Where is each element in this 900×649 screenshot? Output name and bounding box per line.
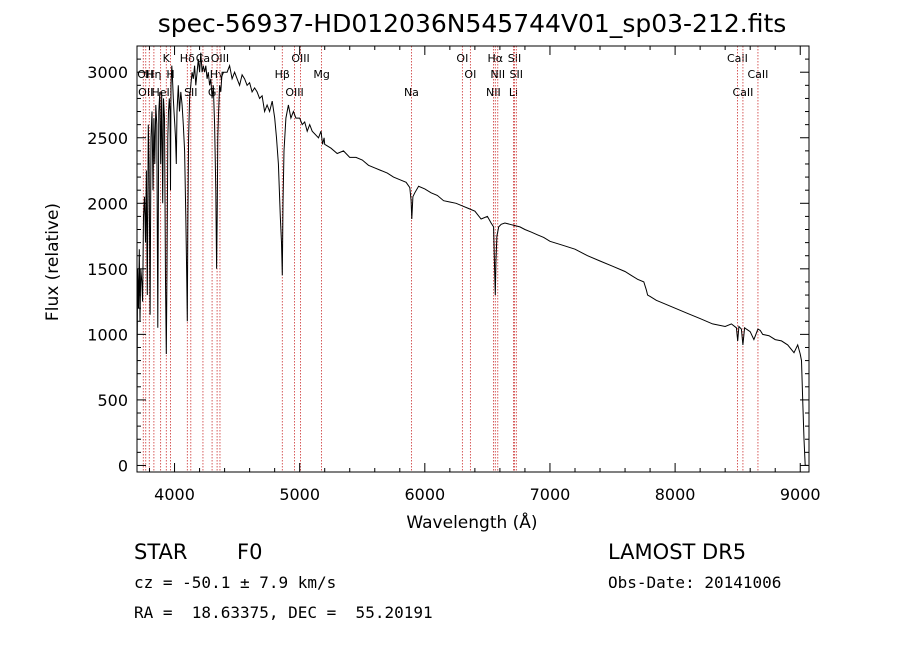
marker-label-7: Hδ xyxy=(180,52,195,65)
y-axis-label: Flux (relative) xyxy=(43,203,63,321)
x-tick-label-5000: 5000 xyxy=(279,485,320,504)
x-tick-label-8000: 8000 xyxy=(655,485,696,504)
plot-frame xyxy=(136,45,810,473)
marker-label-15: OIII xyxy=(291,52,309,65)
marker-label-13: Hβ xyxy=(275,68,290,81)
marker-label-28: CaII xyxy=(747,68,768,81)
marker-label-2: H xyxy=(145,68,153,81)
x-axis: 4000 5000 6000 7000 8000 9000 xyxy=(149,46,821,504)
spectrum-line xyxy=(136,52,808,466)
marker-label-20: NII xyxy=(486,86,501,99)
x-axis-label: Wavelength (Å) xyxy=(406,511,537,533)
marker-label-22: NII xyxy=(490,68,505,81)
marker-label-9: Ca xyxy=(196,52,210,65)
y-tick-label-3000: 3000 xyxy=(87,63,128,82)
marker-label-3: Hη xyxy=(146,68,161,81)
marker-label-27: CaII xyxy=(732,86,753,99)
marker-label-5: K xyxy=(163,52,171,65)
y-axis: 0 500 1000 1500 2000 2500 3000 xyxy=(87,58,809,475)
x-tick-label-7000: 7000 xyxy=(530,485,571,504)
y-tick-label-0: 0 xyxy=(118,456,128,475)
marker-label-16: Mg xyxy=(313,68,329,81)
y-tick-label-2000: 2000 xyxy=(87,194,128,213)
observation-date: Obs-Date: 20141006 xyxy=(608,573,782,592)
marker-label-4: HeI xyxy=(152,86,170,99)
marker-label-25: SII xyxy=(510,68,523,81)
redshift-text: cz = -50.1 ± 7.9 km/s xyxy=(134,573,337,592)
marker-label-6: H xyxy=(166,68,174,81)
x-tick-label-4000: 4000 xyxy=(154,485,195,504)
spectrum-series xyxy=(136,52,808,466)
marker-label-23: Li xyxy=(509,86,518,99)
y-tick-label-1000: 1000 xyxy=(87,325,128,344)
marker-label-17: Na xyxy=(404,86,419,99)
marker-label-19: OI xyxy=(464,68,476,81)
y-tick-label-1500: 1500 xyxy=(87,260,128,279)
line-markers: OIOIIHHηHeIKHHδSIICaGHγOIIIHβOIIIOIIIMgN… xyxy=(137,46,768,472)
y-tick-label-500: 500 xyxy=(97,391,128,410)
marker-label-18: OI xyxy=(456,52,468,65)
marker-label-12: OIII xyxy=(211,52,229,65)
x-tick-label-6000: 6000 xyxy=(404,485,445,504)
marker-label-24: SII xyxy=(508,52,521,65)
x-tick-label-9000: 9000 xyxy=(780,485,821,504)
marker-label-0: OI xyxy=(137,68,149,81)
marker-label-8: SII xyxy=(184,86,197,99)
marker-label-21: Hα xyxy=(488,52,504,65)
chart-title: spec-56937-HD012036N545744V01_sp03-212.f… xyxy=(158,9,787,38)
y-tick-label-2500: 2500 xyxy=(87,129,128,148)
marker-label-11: Hγ xyxy=(210,68,225,81)
survey-name: LAMOST DR5 xyxy=(608,540,747,564)
marker-label-26: CaII xyxy=(727,52,748,65)
spectral-subclass: F0 xyxy=(237,540,263,564)
coordinates-text: RA = 18.63375, DEC = 55.20191 xyxy=(134,603,433,622)
object-class: STAR xyxy=(134,540,188,564)
marker-label-14: OIII xyxy=(285,86,303,99)
